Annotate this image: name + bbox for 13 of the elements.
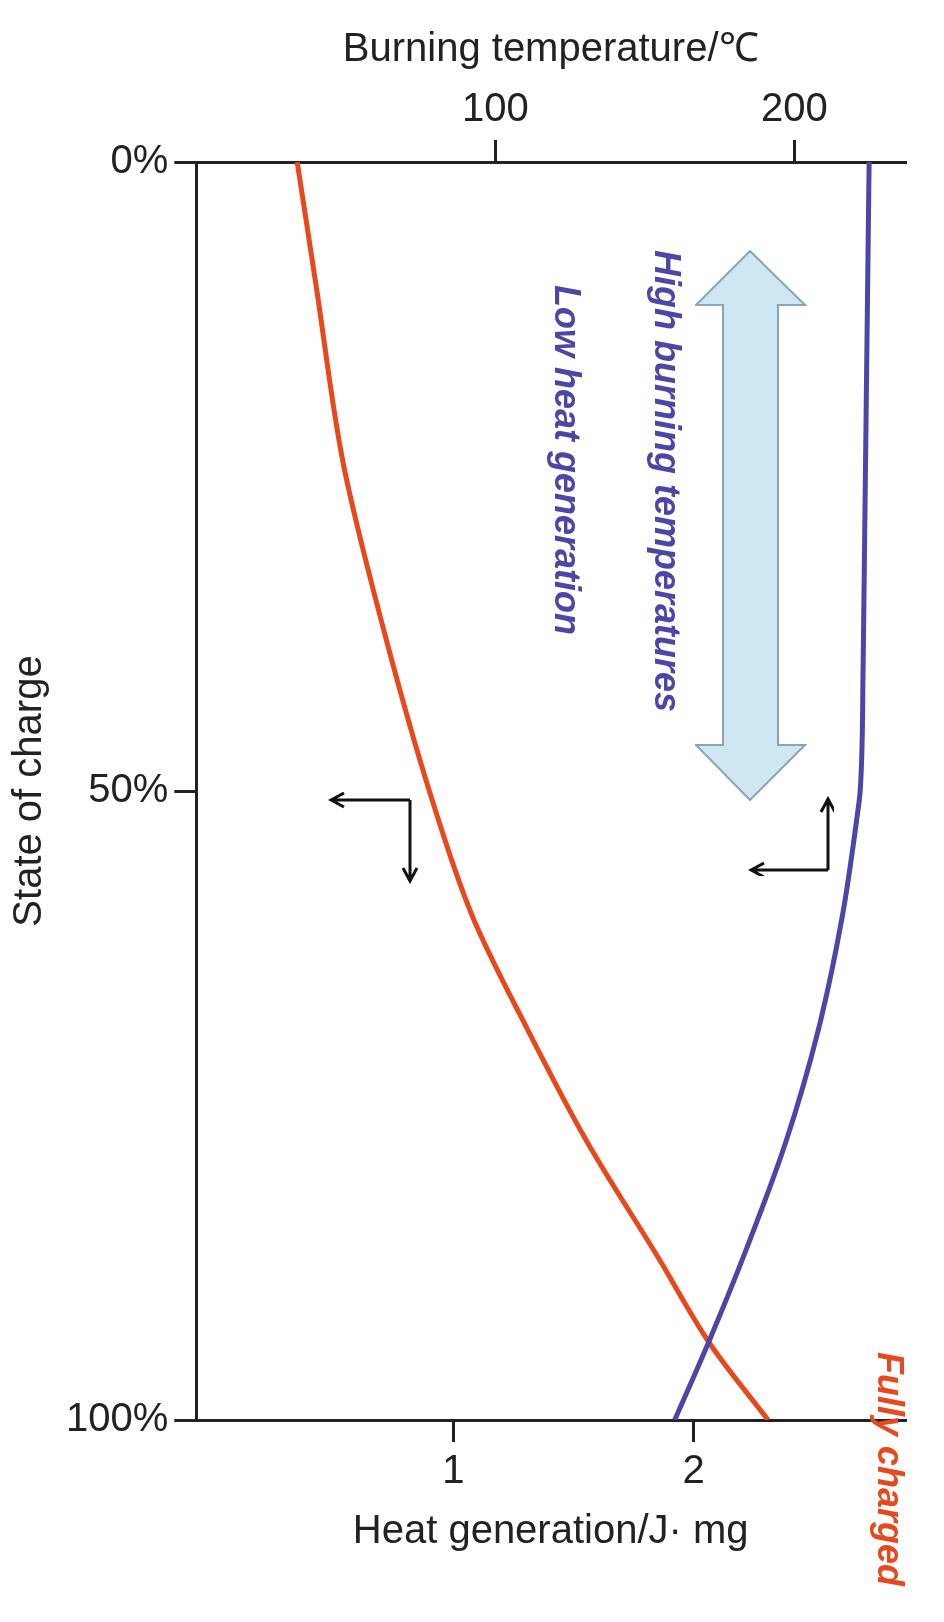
annotation: Fully charged	[870, 1352, 912, 1588]
x-tick-label: 1	[442, 1447, 465, 1492]
y-tick-label: 100%	[65, 1395, 169, 1440]
x2-tick-label: 100	[461, 85, 529, 130]
y-tick-label: 50%	[88, 766, 169, 811]
x-tick-label: 2	[682, 1447, 705, 1492]
y-axis-title: State of charge	[5, 655, 50, 927]
y-tick-label: 0%	[110, 137, 169, 182]
annotation: High burning temperatures	[647, 250, 689, 713]
x2-tick-label: 200	[760, 85, 828, 130]
x-axis-title: Heat generation/J· mg	[352, 1507, 749, 1552]
annotation: Low heat generation	[547, 285, 589, 636]
x2-axis-title: Burning temperature/℃	[342, 25, 759, 70]
